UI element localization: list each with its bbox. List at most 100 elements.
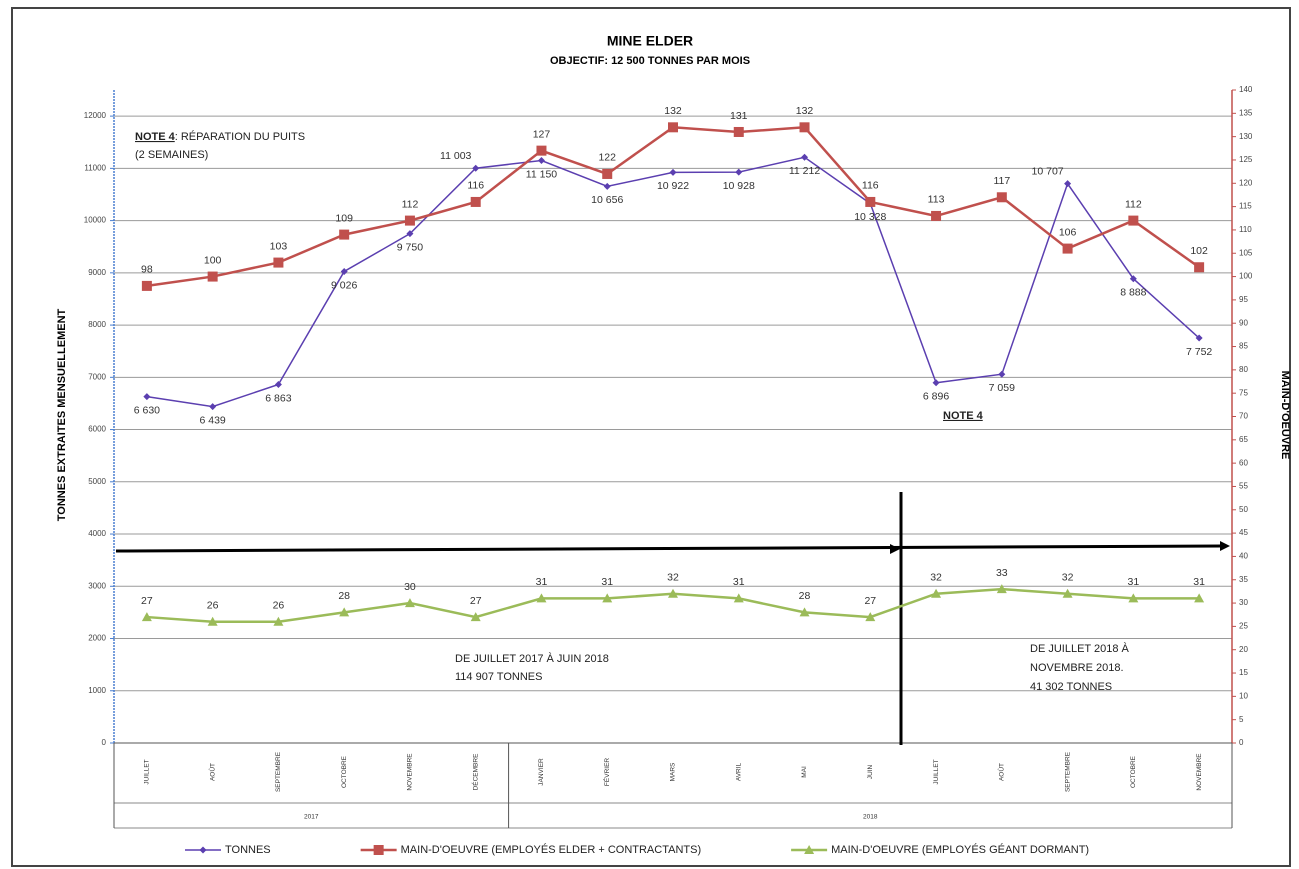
period-arrow: [115, 544, 1223, 553]
y2-tick-label: 70: [1239, 412, 1248, 421]
y-tick-label: 3000: [88, 581, 106, 590]
annotation: NOTE 4: [135, 131, 176, 143]
point: [406, 230, 414, 238]
data-label: 10 328: [854, 211, 886, 223]
y-tick-label: 5000: [88, 477, 106, 486]
data-label: 10 922: [657, 180, 689, 192]
x-tick-label: OCTOBRE: [1130, 755, 1137, 788]
data-label: 7 059: [989, 382, 1015, 394]
y2-tick-label: 125: [1239, 155, 1253, 164]
point: [536, 145, 547, 156]
point: [1194, 262, 1205, 273]
y2-tick-label: 45: [1239, 528, 1248, 537]
data-label: 10 656: [591, 194, 623, 206]
point: [996, 192, 1007, 203]
chart-title: MINE ELDER: [607, 33, 693, 49]
data-label: 132: [664, 105, 682, 117]
annotation: DE JUILLET 2018 À: [1030, 642, 1130, 655]
point: [274, 380, 282, 388]
point: [668, 122, 678, 133]
point: [865, 612, 876, 622]
y2-axis-title: MAIN-D'OEUVRE: [1279, 371, 1291, 460]
data-label: 6 896: [923, 391, 949, 403]
y2-tick-label: 25: [1239, 622, 1248, 631]
x-tick-label: DÉCEMBRE: [470, 753, 479, 791]
data-label: 8 888: [1120, 286, 1146, 298]
data-label: 32: [667, 572, 679, 584]
point: [998, 370, 1006, 378]
data-label: 100: [204, 254, 222, 266]
data-label: 116: [467, 180, 484, 192]
point: [733, 126, 744, 137]
data-label: 127: [533, 128, 551, 140]
annotation: NOTE 4: RÉPARATION DU PUITS: [135, 130, 305, 143]
annotation: NOVEMBRE 2018.: [1030, 662, 1124, 674]
arrow-head: [1220, 541, 1230, 551]
point: [143, 393, 151, 401]
y2-tick-label: 95: [1239, 295, 1248, 304]
point: [735, 168, 743, 176]
annotation: 114 907 TONNES: [455, 671, 542, 683]
y2-tick-label: 140: [1239, 85, 1253, 94]
x-tick-label: MAI: [801, 766, 808, 778]
data-label: 32: [930, 572, 942, 584]
data-label: 33: [996, 567, 1008, 579]
data-label: 26: [273, 600, 285, 612]
y2-tick-label: 35: [1239, 575, 1248, 584]
point: [273, 616, 284, 626]
point: [273, 257, 284, 268]
y-tick-label: 6000: [88, 425, 106, 434]
data-label: 112: [1125, 198, 1142, 210]
data-label: 31: [1128, 576, 1140, 588]
y2-tick-label: 110: [1239, 225, 1252, 234]
x-tick-label: NOVEMBRE: [1196, 753, 1203, 791]
data-label: 106: [1059, 226, 1077, 238]
data-label: 131: [730, 110, 748, 122]
data-label: 132: [796, 105, 814, 117]
data-label: 102: [1190, 245, 1208, 257]
data-label: 122: [598, 152, 616, 164]
data-label: 10 928: [723, 180, 755, 192]
x-tick-label: JUILLET: [144, 759, 151, 784]
point: [339, 229, 350, 240]
point: [799, 122, 810, 133]
point: [340, 267, 348, 275]
data-label: 9 750: [397, 241, 423, 253]
data-label: 31: [1193, 576, 1205, 588]
point: [799, 607, 810, 617]
data-label: 112: [402, 198, 419, 210]
x-group-label: 2017: [304, 814, 319, 821]
x-tick-label: AOÛT: [997, 763, 1006, 781]
data-label: 10 707: [1032, 165, 1064, 177]
data-label: 26: [207, 600, 219, 612]
y2-tick-label: 50: [1239, 505, 1248, 514]
y2-tick-label: 80: [1239, 365, 1248, 374]
x-tick-label: MARS: [670, 762, 677, 781]
data-label: 27: [470, 595, 482, 607]
data-label: 11 150: [526, 168, 557, 180]
y2-tick-label: 30: [1239, 598, 1248, 607]
y2-tick-label: 15: [1239, 668, 1248, 677]
data-label: 11 003: [440, 150, 471, 162]
annotation: : RÉPARATION DU PUITS: [175, 130, 305, 143]
data-label: 27: [141, 595, 153, 607]
x-tick-label: NOVEMBRE: [407, 753, 414, 791]
y2-tick-label: 100: [1239, 272, 1253, 281]
y-tick-label: 4000: [88, 529, 106, 538]
point: [1128, 593, 1139, 603]
point: [1062, 588, 1073, 598]
point: [536, 593, 547, 603]
y2-tick-label: 105: [1239, 248, 1253, 257]
point: [470, 612, 481, 622]
data-label: 7 752: [1186, 346, 1212, 358]
point: [207, 616, 218, 626]
data-label: 11 212: [789, 165, 820, 177]
data-label: 9 026: [331, 279, 357, 291]
point: [339, 607, 350, 617]
y-tick-label: 12000: [84, 111, 107, 120]
point: [404, 215, 415, 226]
y2-tick-label: 120: [1239, 178, 1253, 187]
y-tick-label: 8000: [88, 320, 106, 329]
point: [472, 164, 480, 172]
